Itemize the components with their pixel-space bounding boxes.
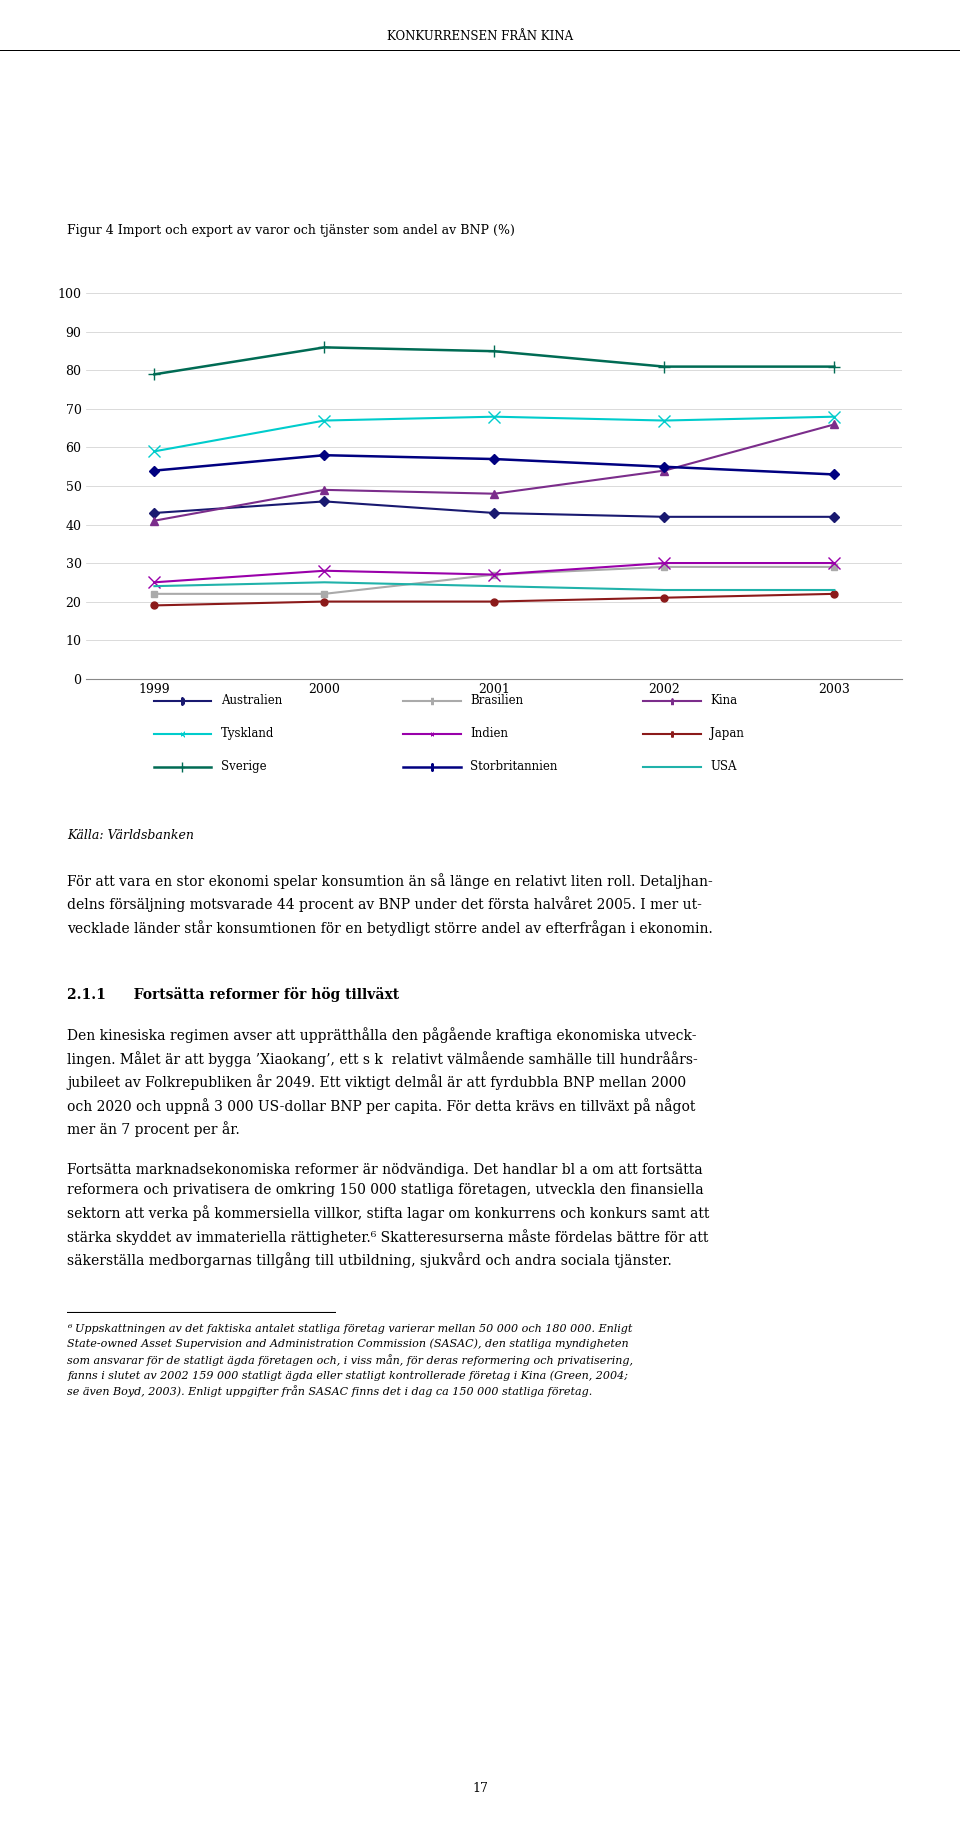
Text: ⁶ Uppskattningen av det faktiska antalet statliga företag varierar mellan 50 000: ⁶ Uppskattningen av det faktiska antalet… xyxy=(67,1324,634,1398)
Text: Källa: Världsbanken: Källa: Världsbanken xyxy=(67,829,194,842)
Text: Storbritannien: Storbritannien xyxy=(470,759,558,774)
Text: Japan: Japan xyxy=(710,726,744,741)
Text: Fortsätta marknadsekonomiska reformer är nödvändiga. Det handlar bl a om att for: Fortsätta marknadsekonomiska reformer är… xyxy=(67,1163,709,1267)
Text: Indien: Indien xyxy=(470,726,509,741)
Text: KONKURRENSEN FRÅN KINA: KONKURRENSEN FRÅN KINA xyxy=(387,29,573,44)
Text: Tyskland: Tyskland xyxy=(221,726,275,741)
Text: Australien: Australien xyxy=(221,693,282,708)
Text: Kina: Kina xyxy=(710,693,737,708)
Text: Den kinesiska regimen avser att upprätthålla den pågående kraftiga ekonomiska ut: Den kinesiska regimen avser att upprätth… xyxy=(67,1027,698,1137)
Text: 17: 17 xyxy=(472,1781,488,1795)
Text: Sverige: Sverige xyxy=(221,759,267,774)
Text: 2.1.1  Fortsätta reformer för hög tillväxt: 2.1.1 Fortsätta reformer för hög tillväx… xyxy=(67,987,399,1001)
Text: Brasilien: Brasilien xyxy=(470,693,523,708)
Text: USA: USA xyxy=(710,759,737,774)
Text: För att vara en stor ekonomi spelar konsumtion än så länge en relativt liten rol: För att vara en stor ekonomi spelar kons… xyxy=(67,873,713,935)
Text: Figur 4 Import och export av varor och tjänster som andel av BNP (%): Figur 4 Import och export av varor och t… xyxy=(67,224,516,237)
